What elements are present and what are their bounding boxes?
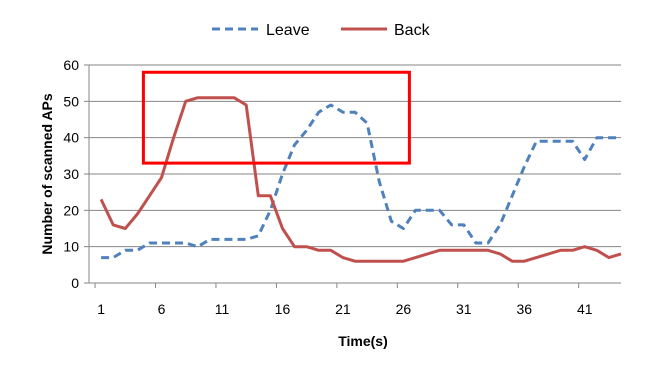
x-tick-label: 1 [97,301,105,317]
x-tick-label: 11 [215,301,230,317]
y-tick-label: 20 [63,202,79,218]
y-tick-label: 50 [63,93,79,109]
x-tick-label: 31 [456,301,472,317]
grid-lines [89,64,621,248]
series-line-leave [101,103,621,260]
axes [84,64,621,288]
y-tick-label: 40 [63,130,79,146]
legend-label-leave: Leave [266,22,310,39]
x-tick-label: 6 [158,301,166,317]
y-tick-label: 0 [71,275,79,291]
legend: Leave Back [212,22,431,39]
x-tick-label: 36 [516,301,532,317]
x-tick-label: 16 [275,301,291,317]
x-axis-title: Time(s) [338,333,388,349]
series-line-back [99,96,622,263]
y-tick-label: 10 [63,239,79,255]
highlight-box [141,70,411,165]
y-tick-label: 30 [63,166,79,182]
y-axis-title: Number of scanned APs [39,93,55,255]
legend-label-back: Back [394,22,431,39]
y-tick-label: 60 [63,57,79,73]
series-lines [99,96,622,263]
annotations [141,70,411,165]
x-tick-label: 41 [577,301,593,317]
x-tick-label: 26 [396,301,412,317]
x-tick-label: 21 [335,301,351,317]
